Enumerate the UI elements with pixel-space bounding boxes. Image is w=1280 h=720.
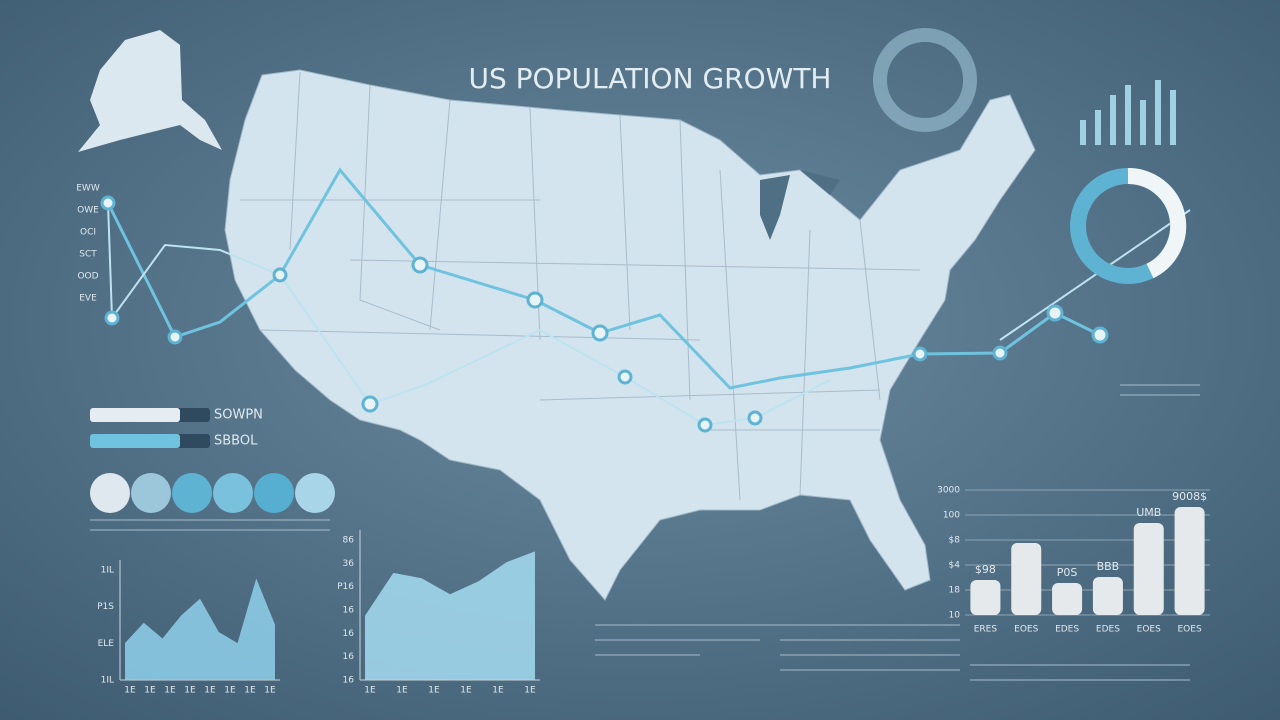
x-tick-label: EDES [1055,625,1079,635]
bar-top-label: 9008$ [1172,490,1207,503]
side-label: OCI [80,228,96,238]
alaska [78,30,222,152]
bar [1052,583,1083,615]
swatch [90,473,130,513]
swatch [131,473,171,513]
bar [1092,577,1123,615]
swatch [295,473,335,513]
y-tick-label: P16 [337,582,354,592]
y-tick-label: P1S [97,602,114,612]
side-label: EVE [79,294,97,304]
x-tick-label: 1E [184,686,196,696]
x-tick-label: 1E [224,686,236,696]
x-tick-label: EOES [1137,625,1161,635]
side-label: EWW [76,184,100,194]
swatch [254,473,294,513]
state-lines [240,71,921,501]
bar-top-label: $98 [975,563,996,576]
bar [1174,507,1205,615]
x-tick-label: 1E [204,686,216,696]
y-tick-label: $8 [949,536,961,546]
swatch [172,473,212,513]
text-lines [90,384,1200,681]
x-tick-label: EOES [1177,625,1201,635]
title: US POPULATION GROWTH [469,62,832,95]
swatch [213,473,253,513]
area [125,578,275,680]
x-tick-label: 1E [460,686,472,696]
area [365,551,535,680]
x-tick-label: ERES [974,625,998,635]
y-tick-label: 16 [343,606,355,616]
x-tick-label: 1E [364,686,376,696]
progress-fill [90,434,180,448]
x-tick-label: 1E [524,686,536,696]
y-tick-label: 100 [943,511,960,521]
donut-segment [1127,167,1187,279]
side-label: SCT [79,250,97,260]
progress-fill [90,408,180,422]
y-tick-label: 3000 [937,486,960,496]
network-nodes [100,195,1109,433]
y-tick-label: ELE [98,639,115,649]
x-tick-label: 1E [244,686,256,696]
network [106,167,1191,427]
y-tick-label: 1IL [101,676,114,686]
y-tick-label: 16 [343,652,355,662]
x-tick-label: 1E [428,686,440,696]
x-tick-label: 1E [164,686,176,696]
y-tick-label: 16 [343,676,355,686]
bar-top-label: P0S [1057,566,1078,579]
bar-top-label: UMB [1136,506,1161,519]
y-tick-label: 1IL [101,566,114,576]
x-tick-label: EOES [1014,625,1038,635]
y-tick-label: 16 [343,629,355,639]
y-tick-label: 10 [949,611,961,621]
y-tick-label: 36 [343,559,355,569]
bar-top-label: BBB [1097,560,1120,573]
x-tick-label: 1E [144,686,156,696]
mini-bars [1080,80,1176,145]
bar [1011,543,1042,615]
y-tick-label: $4 [949,561,961,571]
x-tick-label: 1E [124,686,136,696]
donut-top [873,28,977,132]
y-tick-label: 18 [949,586,961,596]
x-tick-label: EDES [1096,625,1120,635]
x-tick-label: 1E [264,686,276,696]
progress-label: SBBOL [214,434,258,449]
y-tick-label: 86 [343,536,355,546]
x-tick-label: 1E [492,686,504,696]
bar [1133,523,1164,615]
side-label: OOD [77,272,98,282]
bar [970,580,1001,615]
progress-label: SOWPN [214,408,263,423]
side-label: OWE [77,206,99,216]
x-tick-label: 1E [396,686,408,696]
lake [760,170,840,240]
